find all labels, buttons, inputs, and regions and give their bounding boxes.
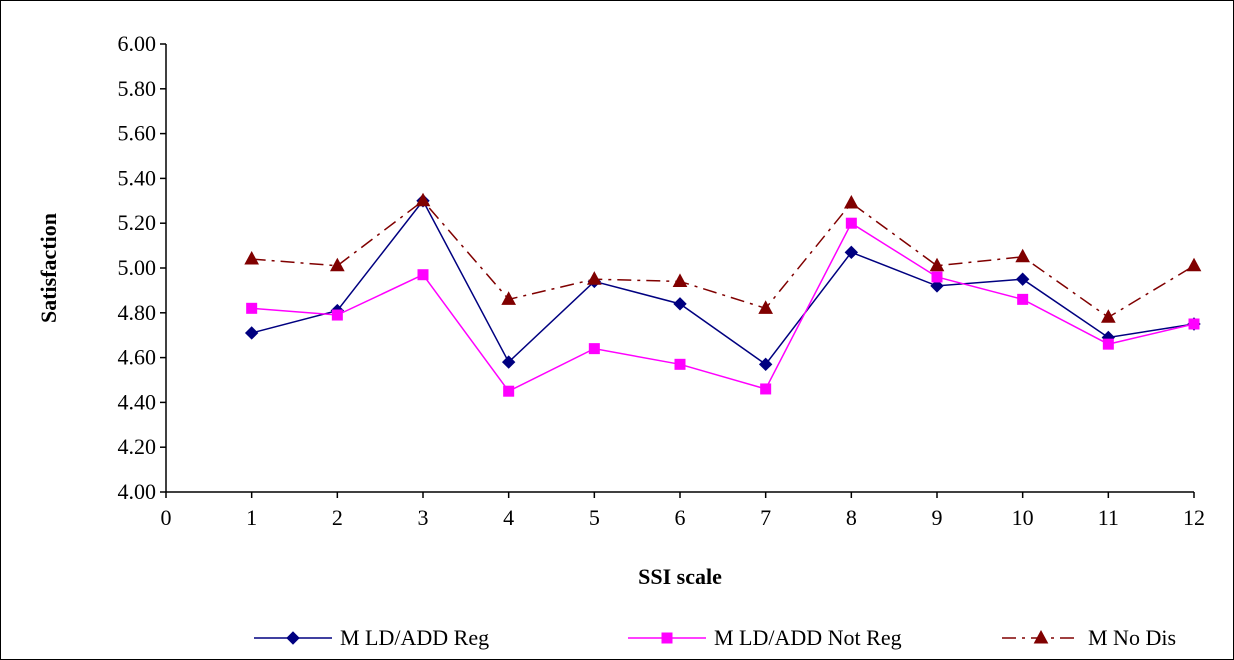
data-point — [501, 355, 516, 369]
series-2 — [246, 217, 1200, 397]
data-point — [417, 269, 429, 281]
x-tick-label: 1 — [246, 505, 257, 530]
x-tick-label: 5 — [589, 505, 600, 530]
series-3 — [244, 192, 1202, 323]
data-point — [1100, 309, 1116, 323]
legend-label: M LD/ADD Reg — [340, 625, 489, 650]
legend-marker — [1033, 629, 1049, 644]
data-point — [931, 271, 943, 283]
x-tick-label: 12 — [1183, 505, 1205, 530]
series-1 — [244, 194, 1201, 372]
y-tick-label: 5.40 — [118, 165, 157, 190]
x-axis-title: SSI scale — [638, 564, 722, 589]
data-point — [586, 271, 602, 285]
data-point — [758, 357, 773, 372]
y-tick-label: 4.60 — [118, 345, 157, 370]
data-point — [760, 383, 772, 395]
legend-marker — [661, 632, 673, 644]
data-point — [1186, 257, 1202, 272]
data-point — [244, 326, 259, 340]
legend-marker — [286, 631, 300, 645]
data-point — [415, 192, 431, 207]
x-tick-label: 2 — [332, 505, 343, 530]
data-point — [246, 302, 258, 314]
data-point — [1102, 338, 1114, 350]
x-tick-label: 10 — [1012, 505, 1034, 530]
data-point — [930, 279, 944, 293]
legend-item-2: M LD/ADD Not Reg — [628, 625, 902, 650]
data-point — [674, 358, 686, 370]
data-point — [843, 194, 859, 209]
legend-label: M LD/ADD Not Reg — [714, 625, 902, 650]
data-point — [844, 245, 859, 260]
legend: M LD/ADD Reg M LD/ADD Not Reg M No Dis — [254, 625, 1176, 650]
y-tick-label: 6.00 — [118, 31, 157, 56]
data-point — [672, 273, 688, 287]
y-tick-label: 4.20 — [118, 434, 157, 459]
y-ticks: 4.00 4.20 4.40 4.60 4.80 5.00 5.20 5.40 5.60 5.80… — [118, 31, 166, 504]
data-point — [1015, 272, 1030, 286]
x-tick-label: 11 — [1098, 505, 1119, 530]
data-point — [929, 257, 945, 272]
x-tick-label: 3 — [418, 505, 429, 530]
data-point — [331, 309, 343, 321]
x-tick-label: 8 — [846, 505, 857, 530]
y-tick-label: 4.80 — [118, 300, 157, 325]
y-tick-label: 5.80 — [118, 76, 157, 101]
x-tick-label: 6 — [675, 505, 686, 530]
x-tick-label: 0 — [161, 505, 172, 530]
legend-item-3: M No Dis — [1002, 625, 1176, 650]
series-line — [251, 222, 1195, 393]
series-line — [251, 199, 1195, 366]
series-group — [244, 192, 1202, 397]
series-line — [251, 199, 1195, 319]
data-point — [845, 217, 857, 229]
data-point — [758, 300, 774, 314]
y-tick-label: 5.60 — [118, 121, 157, 146]
data-point — [503, 385, 515, 397]
legend-item-1: M LD/ADD Reg — [254, 625, 489, 650]
data-point — [501, 291, 517, 305]
y-tick-label: 4.40 — [118, 389, 157, 414]
data-point — [1188, 318, 1200, 330]
legend-label: M No Dis — [1088, 625, 1176, 650]
x-tick-label: 9 — [932, 505, 943, 530]
data-point — [673, 297, 687, 311]
y-axis-title: Satisfaction — [36, 213, 61, 323]
data-point — [244, 250, 260, 265]
x-tick-label: 7 — [760, 505, 771, 530]
data-point — [329, 257, 345, 272]
data-point — [1015, 248, 1031, 263]
y-tick-label: 5.00 — [118, 255, 157, 280]
data-point — [1017, 293, 1029, 305]
y-tick-label: 4.00 — [118, 479, 157, 504]
x-ticks: 0 1 2 3 4 5 6 7 8 9 10 11 12 — [161, 492, 1205, 530]
data-point — [588, 343, 600, 355]
x-tick-label: 4 — [503, 505, 514, 530]
y-tick-label: 5.20 — [118, 210, 157, 235]
